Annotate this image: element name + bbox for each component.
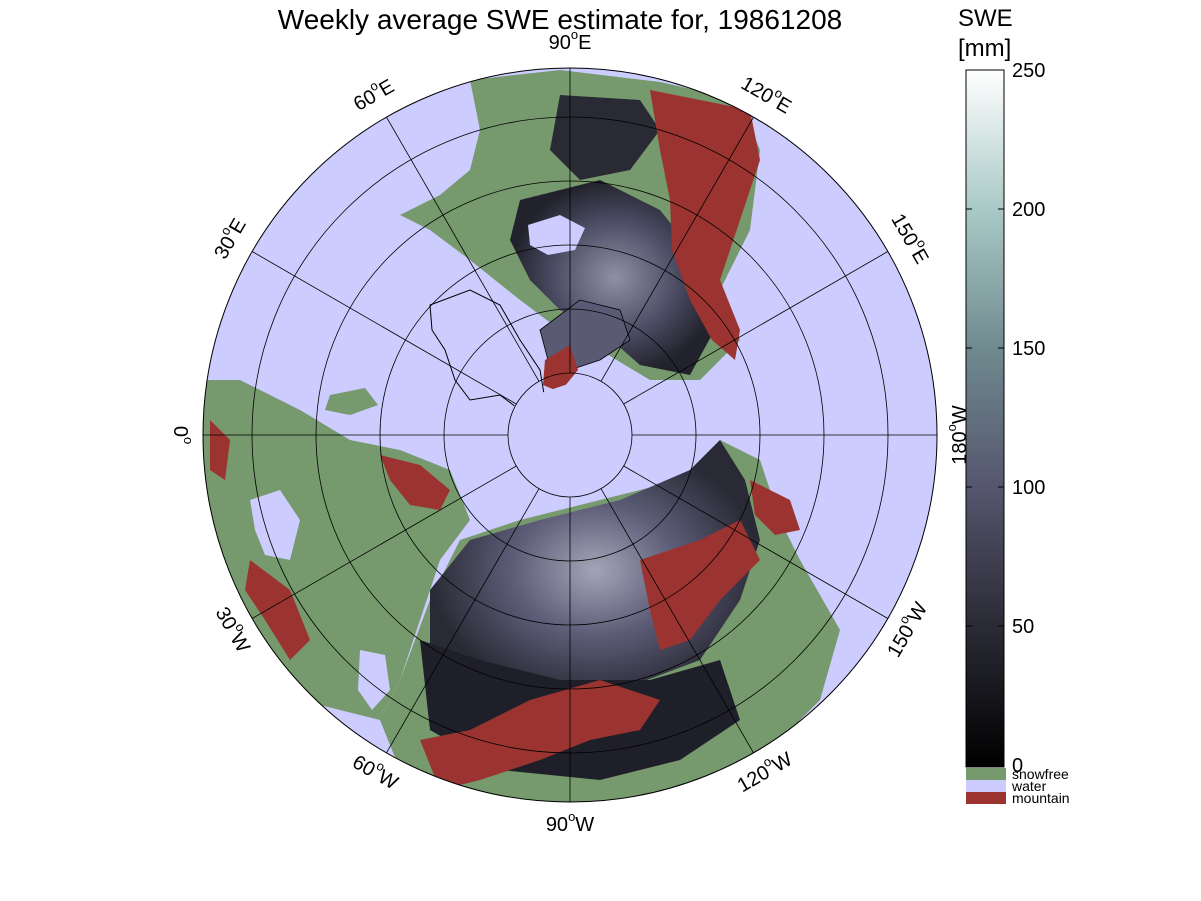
arctic-coast-water bbox=[470, 380, 690, 500]
map-border bbox=[202, 67, 938, 803]
meridian-line bbox=[600, 488, 754, 754]
colorbar-ticks: 0 50 100 150 200 250 bbox=[966, 60, 1045, 777]
meridian-line bbox=[386, 488, 540, 754]
rockies-mountains bbox=[650, 90, 760, 360]
meridian-line bbox=[251, 465, 517, 619]
himalaya-mountains bbox=[420, 680, 660, 790]
baltic-sea bbox=[250, 490, 300, 560]
kamchatka-mountains bbox=[750, 480, 800, 535]
siberia-mountains bbox=[640, 520, 760, 650]
longitude-label: 120oE bbox=[737, 69, 797, 119]
meridian-line bbox=[623, 465, 889, 619]
iceland bbox=[325, 388, 378, 415]
colorbar-tick-label: 250 bbox=[1012, 60, 1045, 82]
category-label-mountain: mountain bbox=[1012, 790, 1070, 806]
colorbar-tick-label: 0 bbox=[1012, 755, 1023, 777]
meridian-line bbox=[623, 251, 889, 405]
land-layer bbox=[203, 70, 840, 802]
longitude-label: 90oE bbox=[549, 27, 592, 54]
colorbar-label-line2: [mm] bbox=[958, 35, 1011, 62]
colorbar-tick-label: 100 bbox=[1012, 477, 1045, 499]
alps-mountains bbox=[245, 560, 310, 660]
meridian-line bbox=[600, 116, 754, 382]
colorbar-tick-label: 150 bbox=[1012, 338, 1045, 360]
category-label-snowfree: snowfree bbox=[1012, 766, 1069, 782]
colorbar-gradient bbox=[965, 69, 1005, 768]
colorbar-label-line1: SWE bbox=[958, 5, 1013, 32]
colorbar-tick-label: 200 bbox=[1012, 199, 1045, 221]
category-swatch-mountain bbox=[966, 792, 1006, 804]
longitude-label: 90oW bbox=[546, 809, 594, 836]
category-swatch-water bbox=[966, 780, 1006, 792]
caspian-sea bbox=[358, 650, 390, 710]
meridian-line bbox=[251, 251, 517, 405]
longitude-label: 0o bbox=[169, 426, 196, 444]
longitude-label: 60oE bbox=[348, 71, 399, 116]
category-label-water: water bbox=[1011, 778, 1047, 794]
ellesmere-mountains bbox=[543, 345, 578, 392]
colorbar-tick-label: 50 bbox=[1012, 616, 1034, 638]
map-title: Weekly average SWE estimate for, 1986120… bbox=[277, 4, 843, 35]
category-swatch-snowfree bbox=[966, 768, 1006, 780]
scandinavia-mountains bbox=[380, 455, 450, 510]
meridian-lines bbox=[203, 68, 937, 802]
north-america-snow-upper bbox=[550, 95, 660, 180]
longitude-label: 150oE bbox=[886, 208, 936, 268]
colorbar: SWE [mm] 0 50 100 150 200 250 snowfreewatermo… bbox=[958, 5, 1070, 806]
meridian-line bbox=[386, 116, 540, 382]
longitude-label: 30oE bbox=[206, 213, 251, 264]
